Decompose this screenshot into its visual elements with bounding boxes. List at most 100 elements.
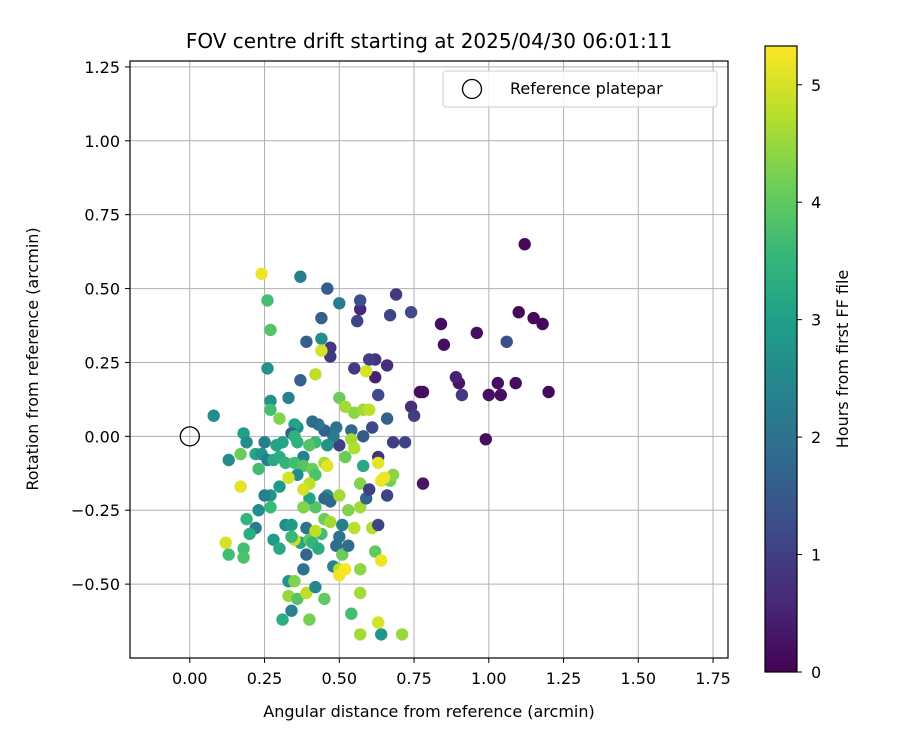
scatter-point <box>285 518 298 532</box>
scatter-point <box>237 551 250 564</box>
scatter-point <box>348 442 361 455</box>
scatter-point <box>282 391 295 405</box>
scatter-point <box>437 338 451 351</box>
scatter-point <box>258 436 271 449</box>
scatter-point <box>264 501 277 514</box>
data-points <box>207 238 555 641</box>
scatter-point <box>354 563 367 576</box>
scatter-point <box>261 294 274 307</box>
scatter-point <box>264 403 277 416</box>
scatter-point <box>282 471 295 484</box>
scatter-point <box>416 385 430 399</box>
y-tick-label: 0.50 <box>84 280 120 299</box>
scatter-point <box>258 489 271 502</box>
colorbar: 0 1 2 3 4 5 Hours from first FF file <box>764 45 852 682</box>
scatter-point <box>264 394 277 408</box>
scatter-point <box>270 439 283 452</box>
scatter-point <box>240 512 253 526</box>
scatter-point <box>375 554 388 567</box>
scatter-point <box>288 430 301 443</box>
scatter-point <box>363 483 376 496</box>
y-axis-label: Rotation from reference (arcmin) <box>23 227 42 490</box>
scatter-point <box>434 317 448 331</box>
scatter-point <box>380 412 394 425</box>
y-tick-label: −0.50 <box>71 575 120 594</box>
scatter-point <box>309 368 322 381</box>
scatter-point <box>252 462 265 476</box>
scatter-point <box>261 362 274 375</box>
scatter-point <box>297 563 310 576</box>
scatter-point <box>207 409 220 422</box>
scatter-point <box>219 536 232 549</box>
scatter-point <box>294 374 307 387</box>
x-tick-label: 0.75 <box>396 669 432 688</box>
scatter-point <box>339 400 352 413</box>
scatter-point <box>366 421 379 434</box>
scatter-point <box>342 504 355 517</box>
scatter-point <box>509 376 522 390</box>
reference-platepar-marker <box>179 426 200 447</box>
y-tick-label: 0.75 <box>84 206 120 225</box>
scatter-point <box>363 403 376 416</box>
scatter-point <box>479 433 492 446</box>
scatter-point <box>351 314 364 328</box>
scatter-point <box>237 542 250 555</box>
scatter-point <box>542 385 555 399</box>
scatter-point <box>309 501 322 514</box>
scatter-point <box>398 436 412 449</box>
reference-marker-group <box>179 426 200 447</box>
scatter-point <box>369 545 382 558</box>
scatter-point <box>297 501 310 514</box>
scatter-point <box>327 430 340 443</box>
y-tick-label: 0.25 <box>84 353 120 372</box>
scatter-point <box>518 238 531 251</box>
scatter-point <box>342 539 355 552</box>
scatter-point <box>234 447 247 461</box>
scatter-point <box>303 439 316 452</box>
colorbar-tick-label: 1 <box>811 546 821 565</box>
scatter-point <box>416 477 430 490</box>
scatter-point <box>318 592 331 606</box>
scatter-point <box>273 480 286 493</box>
scatter-point <box>336 518 349 532</box>
colorbar-label: Hours from first FF file <box>833 270 852 449</box>
scatter-point <box>321 459 334 473</box>
scatter-point <box>285 604 298 617</box>
scatter-point <box>255 267 268 280</box>
scatter-point <box>372 518 385 532</box>
scatter-point <box>491 376 504 390</box>
scatter-point <box>333 489 346 502</box>
legend-reference-marker <box>461 78 483 100</box>
scatter-point <box>372 616 385 629</box>
scatter-point <box>321 282 334 295</box>
x-tick-label: 1.75 <box>695 669 731 688</box>
scatter-point <box>375 628 388 641</box>
colorbar-gradient <box>764 45 798 673</box>
scatter-point <box>449 371 463 384</box>
scatter-point <box>354 477 367 490</box>
scatter-point <box>294 270 307 283</box>
scatter-point <box>386 436 400 449</box>
scatter-point <box>500 335 513 348</box>
scatter-point <box>482 388 495 402</box>
scatter-point <box>494 388 507 402</box>
y-tick-label: −0.25 <box>71 501 120 520</box>
scatter-point <box>354 294 367 307</box>
scatter-point <box>324 515 337 529</box>
x-tick-label: 1.50 <box>620 669 656 688</box>
scatter-point <box>360 365 373 378</box>
colorbar-ticks: 0 1 2 3 4 5 <box>797 76 821 682</box>
y-tick-label: 0.00 <box>84 427 120 446</box>
scatter-point <box>348 362 361 375</box>
scatter-point <box>297 483 310 496</box>
scatter-point <box>512 306 525 319</box>
x-tick-label: 0.00 <box>172 669 208 688</box>
legend-box <box>442 70 718 108</box>
scatter-point <box>306 415 319 428</box>
scatter-point <box>324 350 337 363</box>
scatter-point <box>333 297 346 310</box>
scatter-point <box>297 450 310 464</box>
scatter-point <box>357 430 370 443</box>
scatter-point <box>536 317 549 331</box>
